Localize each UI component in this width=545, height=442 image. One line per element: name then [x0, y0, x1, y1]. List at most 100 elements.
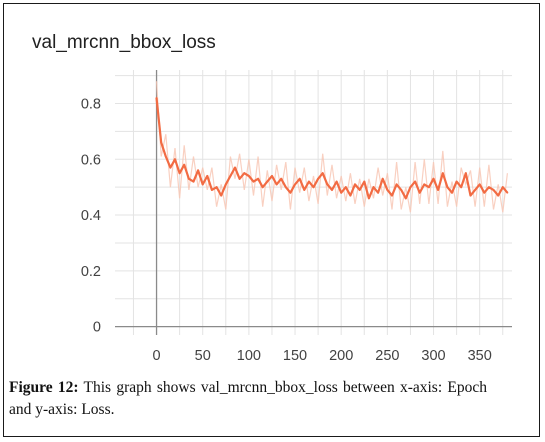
- x-tick-label: 50: [195, 348, 211, 364]
- data-point: [400, 189, 403, 191]
- data-point: [349, 194, 352, 197]
- raw-series: [155, 81, 508, 213]
- y-tick-label: 0: [93, 320, 101, 336]
- data-point: [488, 186, 490, 189]
- data-point: [446, 186, 449, 189]
- data-point: [243, 172, 246, 175]
- x-tick-label: 150: [283, 348, 307, 364]
- data-point: [229, 175, 232, 177]
- data-point: [391, 194, 393, 197]
- data-point: [321, 172, 324, 175]
- data-point: [192, 180, 195, 183]
- data-point: [248, 175, 250, 177]
- data-point: [381, 177, 384, 180]
- data-point: [169, 166, 172, 169]
- data-point: [224, 183, 227, 186]
- x-tick-label: 300: [421, 348, 445, 364]
- data-point: [455, 180, 458, 183]
- data-point: [252, 180, 255, 183]
- data-point: [497, 194, 500, 197]
- data-point: [478, 183, 481, 186]
- data-point: [164, 155, 167, 158]
- data-point: [280, 177, 283, 180]
- data-point: [474, 189, 476, 191]
- data-point: [257, 177, 259, 180]
- x-tick-label: 250: [375, 348, 399, 364]
- data-point: [303, 189, 306, 191]
- data-point: [289, 191, 292, 194]
- data-point: [331, 189, 333, 191]
- data-point: [238, 177, 241, 180]
- data-point: [197, 169, 200, 172]
- data-point: [234, 166, 236, 169]
- chart-title: val_mrcnn_bbox_loss: [32, 32, 216, 53]
- data-point: [368, 197, 370, 200]
- y-tick-label: 0.6: [81, 152, 101, 168]
- data-point: [409, 186, 412, 189]
- data-point: [340, 191, 343, 194]
- y-tick-label: 0.4: [81, 208, 101, 224]
- axes: [115, 70, 512, 335]
- data-point: [354, 183, 356, 186]
- data-point: [372, 186, 375, 189]
- x-tick-label: 350: [468, 348, 492, 364]
- data-point: [174, 158, 176, 161]
- smoothed-series: [155, 97, 509, 200]
- data-point: [201, 183, 204, 186]
- y-tick-label: 0.2: [81, 264, 101, 280]
- data-point: [220, 194, 223, 197]
- data-point: [308, 180, 310, 183]
- data-point: [326, 183, 329, 186]
- data-point: [215, 186, 218, 189]
- data-point: [344, 186, 347, 189]
- data-point: [428, 186, 430, 189]
- data-point: [284, 186, 287, 189]
- data-point: [414, 180, 416, 183]
- data-point: [377, 191, 379, 194]
- data-point: [437, 189, 439, 191]
- data-point: [261, 186, 264, 189]
- data-point: [386, 189, 389, 191]
- data-point: [211, 189, 213, 191]
- data-point: [160, 141, 163, 144]
- data-point: [312, 186, 315, 189]
- series-line: [155, 97, 509, 200]
- raw-series-line: [155, 81, 508, 213]
- data-point: [418, 191, 421, 194]
- data-point: [188, 177, 190, 180]
- data-point: [464, 172, 467, 175]
- data-point: [317, 177, 319, 180]
- y-tick-label: 0.8: [81, 96, 101, 112]
- data-point: [178, 172, 181, 175]
- data-point: [363, 180, 366, 183]
- data-point: [404, 197, 407, 200]
- data-point: [423, 183, 426, 186]
- x-axis-ticks: 0 50 100 150 200 250 300 350: [153, 348, 492, 364]
- figure-caption: Figure 12: This graph shows val_mrcnn_bb…: [9, 377, 487, 421]
- data-point: [395, 183, 398, 186]
- data-point: [294, 183, 296, 186]
- data-point: [275, 183, 278, 186]
- data-point: [441, 172, 444, 175]
- data-point: [155, 97, 158, 99]
- data-point: [483, 191, 486, 194]
- grid: [115, 70, 512, 335]
- data-point: [460, 186, 463, 189]
- data-point: [432, 177, 435, 180]
- y-axis-ticks: 0 0.2 0.4 0.6 0.8: [81, 96, 101, 335]
- caption-text: This graph shows val_mrcnn_bbox_loss bet…: [9, 379, 487, 418]
- data-point: [506, 191, 509, 194]
- data-point: [469, 194, 472, 197]
- data-point: [271, 175, 273, 177]
- data-point: [358, 189, 361, 191]
- x-tick-label: 0: [153, 348, 161, 364]
- x-tick-label: 100: [237, 348, 261, 364]
- data-point: [492, 189, 495, 191]
- x-tick-label: 200: [329, 348, 353, 364]
- data-point: [451, 191, 453, 194]
- data-point: [206, 175, 209, 177]
- data-point: [266, 180, 269, 183]
- data-point: [335, 180, 338, 183]
- caption-label: Figure 12:: [9, 379, 79, 396]
